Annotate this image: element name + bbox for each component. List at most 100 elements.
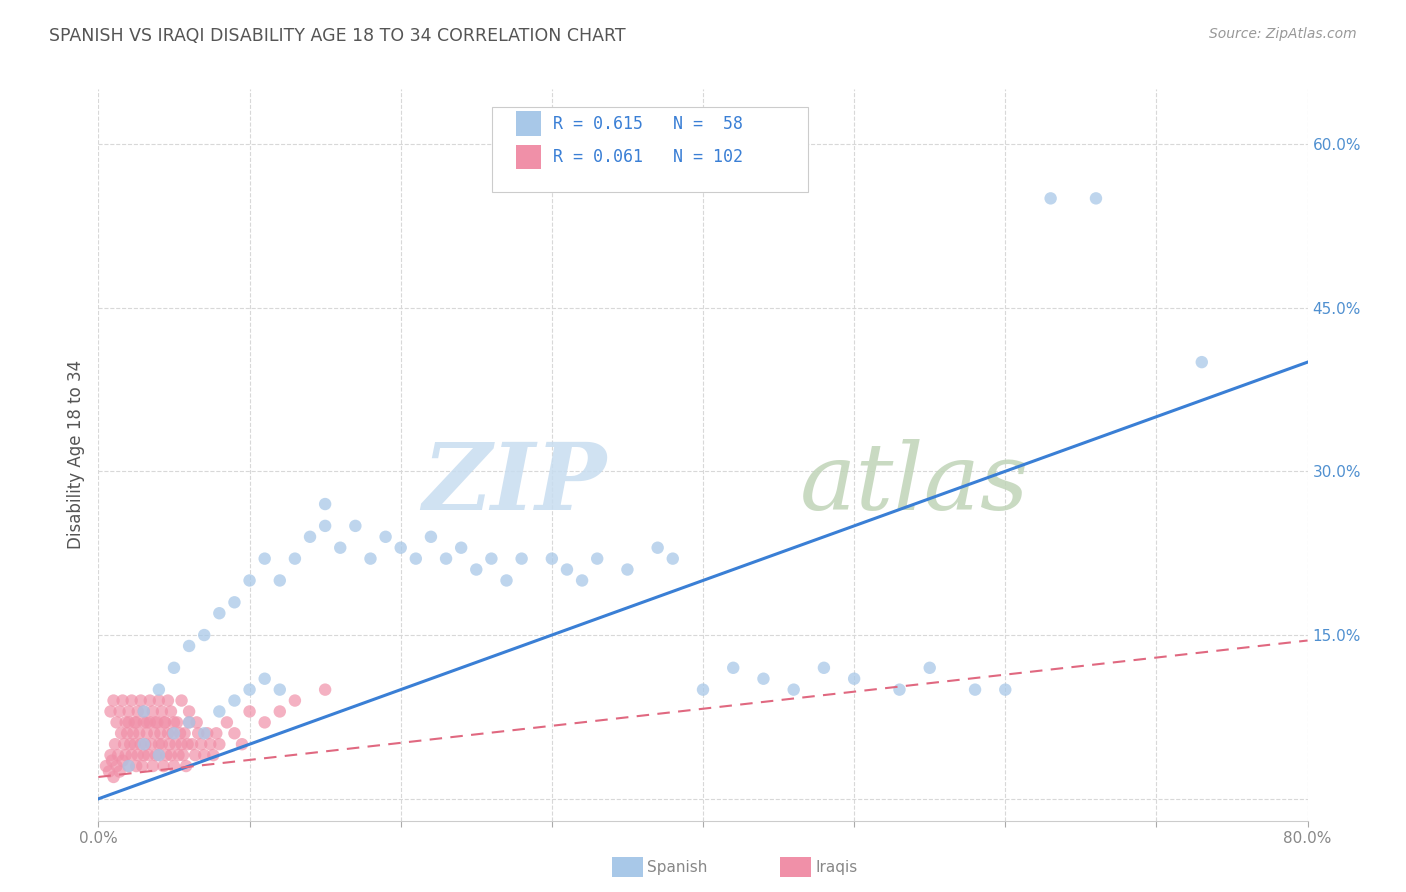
Point bbox=[193, 726, 215, 740]
Point bbox=[994, 682, 1017, 697]
Point bbox=[193, 628, 215, 642]
Point bbox=[314, 519, 336, 533]
Point bbox=[224, 693, 246, 707]
Point bbox=[125, 759, 148, 773]
Point bbox=[148, 748, 170, 763]
Point bbox=[136, 748, 159, 763]
Point bbox=[420, 530, 443, 544]
Point bbox=[132, 715, 155, 730]
Point bbox=[118, 715, 141, 730]
Point bbox=[179, 639, 201, 653]
Point bbox=[156, 693, 179, 707]
Point bbox=[165, 737, 187, 751]
Point bbox=[170, 737, 193, 751]
Point bbox=[114, 748, 136, 763]
Point bbox=[166, 715, 188, 730]
Text: Iraqis: Iraqis bbox=[815, 860, 858, 874]
Point bbox=[1039, 191, 1062, 205]
Point bbox=[616, 563, 638, 577]
Point bbox=[129, 737, 152, 751]
Point bbox=[124, 737, 146, 751]
Point bbox=[190, 737, 212, 751]
Point bbox=[121, 748, 143, 763]
Text: SPANISH VS IRAQI DISABILITY AGE 18 TO 34 CORRELATION CHART: SPANISH VS IRAQI DISABILITY AGE 18 TO 34… bbox=[49, 27, 626, 45]
Point bbox=[100, 705, 122, 719]
Point bbox=[148, 682, 170, 697]
Point bbox=[450, 541, 472, 555]
Point bbox=[374, 530, 396, 544]
Point bbox=[120, 737, 142, 751]
Point bbox=[752, 672, 775, 686]
Point bbox=[125, 715, 148, 730]
Point bbox=[540, 551, 562, 566]
Text: R = 0.061   N = 102: R = 0.061 N = 102 bbox=[553, 148, 742, 166]
Point bbox=[101, 754, 124, 768]
Point bbox=[152, 759, 174, 773]
Point bbox=[132, 748, 155, 763]
Point bbox=[284, 551, 307, 566]
Point bbox=[163, 715, 186, 730]
Point bbox=[170, 693, 193, 707]
Point bbox=[200, 737, 222, 751]
Point bbox=[160, 705, 183, 719]
Point bbox=[889, 682, 911, 697]
Point bbox=[269, 705, 291, 719]
Point bbox=[184, 748, 207, 763]
Text: ZIP: ZIP bbox=[422, 439, 606, 529]
Point bbox=[284, 693, 307, 707]
Point bbox=[844, 672, 866, 686]
Point bbox=[314, 682, 336, 697]
Point bbox=[1191, 355, 1213, 369]
Point bbox=[148, 737, 170, 751]
Point bbox=[159, 737, 181, 751]
Point bbox=[239, 574, 262, 588]
Point bbox=[176, 737, 198, 751]
Point bbox=[253, 551, 276, 566]
Point bbox=[131, 759, 153, 773]
Point bbox=[918, 661, 941, 675]
Point bbox=[111, 754, 134, 768]
Point bbox=[269, 574, 291, 588]
Point bbox=[142, 705, 165, 719]
Point bbox=[104, 737, 127, 751]
Point bbox=[103, 693, 125, 707]
Point bbox=[162, 726, 184, 740]
Point bbox=[555, 563, 578, 577]
Point bbox=[150, 705, 173, 719]
Point bbox=[405, 551, 427, 566]
Point bbox=[813, 661, 835, 675]
Point bbox=[114, 715, 136, 730]
Point bbox=[105, 759, 128, 773]
Point bbox=[481, 551, 503, 566]
Point bbox=[179, 705, 201, 719]
Point bbox=[163, 759, 186, 773]
Point bbox=[139, 715, 162, 730]
Point bbox=[1085, 191, 1108, 205]
Text: Source: ZipAtlas.com: Source: ZipAtlas.com bbox=[1209, 27, 1357, 41]
Point bbox=[163, 661, 186, 675]
Point bbox=[253, 715, 276, 730]
Text: atlas: atlas bbox=[800, 439, 1029, 529]
Point bbox=[269, 682, 291, 697]
Point bbox=[107, 748, 129, 763]
Point bbox=[647, 541, 669, 555]
Point bbox=[124, 715, 146, 730]
Point bbox=[186, 715, 208, 730]
Point bbox=[208, 705, 231, 719]
Point bbox=[692, 682, 714, 697]
Point bbox=[195, 726, 218, 740]
Point bbox=[128, 726, 150, 740]
Point bbox=[179, 715, 201, 730]
Point bbox=[224, 726, 246, 740]
Point bbox=[118, 705, 141, 719]
Point bbox=[148, 748, 170, 763]
Point bbox=[174, 759, 197, 773]
Point bbox=[205, 726, 228, 740]
Point bbox=[153, 715, 176, 730]
Point bbox=[389, 541, 412, 555]
Point bbox=[94, 759, 117, 773]
Point bbox=[118, 759, 141, 773]
Point bbox=[98, 764, 121, 779]
Point bbox=[169, 726, 191, 740]
Point bbox=[103, 770, 125, 784]
